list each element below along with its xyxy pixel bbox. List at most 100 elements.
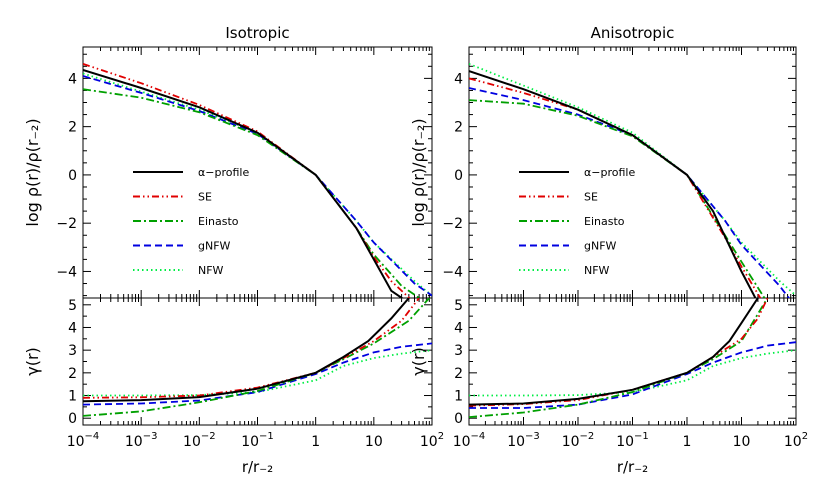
gamma-line-gnfw bbox=[83, 342, 432, 406]
panel-anisotropic bbox=[468, 46, 797, 426]
legend-label: Einasto bbox=[198, 215, 239, 228]
top-y-tick-label: 0 bbox=[454, 168, 463, 184]
density-line-einasto bbox=[469, 99, 766, 298]
bottom-y-axis-label: γ(r) bbox=[23, 347, 42, 376]
density-line-nfw bbox=[469, 63, 796, 297]
x-tick-exponent: 2 bbox=[438, 431, 444, 442]
x-axis-label: r/r₋₂ bbox=[242, 458, 273, 476]
x-axis-label: r/r₋₂ bbox=[617, 458, 648, 476]
legend-label: α−profile bbox=[198, 166, 249, 179]
x-tick-base: 10 bbox=[784, 434, 802, 450]
legend-label: gNFW bbox=[198, 240, 231, 253]
bottom-y-tick-label: 2 bbox=[454, 366, 463, 382]
gamma-line-nfw bbox=[83, 349, 432, 397]
x-tick-exponent: −3 bbox=[143, 431, 158, 442]
gamma-line-se bbox=[83, 298, 420, 399]
x-tick-label: 10−4 bbox=[67, 431, 100, 450]
x-tick-base: 10 bbox=[733, 434, 751, 450]
top-y-tick-label: −4 bbox=[442, 264, 463, 280]
legend-label: SE bbox=[584, 191, 598, 204]
gamma-line-nfw bbox=[469, 349, 796, 397]
x-tick-exponent: −4 bbox=[85, 431, 100, 442]
x-tick-exponent: −2 bbox=[201, 431, 216, 442]
top-y-axis-label: log ρ(r)/ρ(r₋₂) bbox=[409, 118, 428, 226]
top-y-tick-label: 2 bbox=[454, 120, 463, 136]
x-tick-label: 10−3 bbox=[125, 431, 158, 450]
gamma-line-se bbox=[469, 298, 769, 407]
x-tick-base: 10 bbox=[562, 434, 580, 450]
bottom-y-tick-label: 5 bbox=[454, 298, 463, 314]
x-tick-exponent: −1 bbox=[634, 431, 649, 442]
bottom-y-tick-label: 0 bbox=[454, 411, 463, 427]
legend-label: NFW bbox=[198, 264, 224, 277]
x-tick-label: 10−2 bbox=[183, 431, 216, 450]
x-tick-exponent: 2 bbox=[802, 431, 808, 442]
x-tick-base: 1 bbox=[311, 434, 320, 450]
x-tick-base: 10 bbox=[183, 434, 201, 450]
x-tick-label: 10−3 bbox=[507, 431, 540, 450]
gamma-axes-frame bbox=[468, 297, 797, 426]
density-line-profile bbox=[83, 68, 404, 298]
density-line-gnfw bbox=[469, 87, 790, 298]
gamma-line-profile bbox=[83, 298, 410, 403]
bottom-y-tick-label: 1 bbox=[454, 389, 463, 405]
density-line-se bbox=[83, 63, 411, 298]
bottom-y-tick-label: 3 bbox=[68, 343, 77, 359]
top-y-tick-label: −2 bbox=[442, 216, 463, 232]
top-y-tick-label: −2 bbox=[56, 216, 77, 232]
gamma-line-profile bbox=[469, 298, 759, 406]
x-tick-label: 1 bbox=[683, 434, 692, 450]
panel-isotropic bbox=[82, 46, 433, 426]
legend-label: SE bbox=[198, 191, 212, 204]
x-tick-base: 10 bbox=[507, 434, 525, 450]
panel-title: Anisotropic bbox=[591, 24, 675, 42]
x-tick-label: 102 bbox=[420, 431, 444, 450]
bottom-y-tick-label: 2 bbox=[68, 366, 77, 382]
x-tick-label: 102 bbox=[784, 431, 808, 450]
x-tick-base: 1 bbox=[683, 434, 692, 450]
density-line-se bbox=[469, 77, 762, 298]
bottom-y-tick-label: 3 bbox=[454, 343, 463, 359]
x-tick-label: 10 bbox=[365, 434, 383, 450]
density-line-profile bbox=[469, 70, 757, 298]
top-y-tick-label: 0 bbox=[68, 168, 77, 184]
density-line-nfw bbox=[83, 72, 432, 297]
gamma-line-einasto bbox=[83, 298, 430, 417]
legend-label: Einasto bbox=[584, 215, 625, 228]
bottom-y-tick-label: 1 bbox=[68, 389, 77, 405]
top-y-tick-label: 2 bbox=[68, 120, 77, 136]
panel-title: Isotropic bbox=[225, 24, 289, 42]
x-tick-exponent: −3 bbox=[525, 431, 540, 442]
x-tick-exponent: −2 bbox=[580, 431, 595, 442]
top-y-tick-label: −4 bbox=[56, 264, 77, 280]
top-y-tick-label: 4 bbox=[454, 71, 463, 87]
x-tick-label: 1 bbox=[311, 434, 320, 450]
gamma-axes-frame bbox=[82, 297, 433, 426]
x-tick-label: 10 bbox=[733, 434, 751, 450]
x-tick-base: 10 bbox=[241, 434, 259, 450]
bottom-y-tick-label: 5 bbox=[68, 298, 77, 314]
gamma-line-gnfw bbox=[469, 341, 796, 409]
x-tick-label: 10−1 bbox=[616, 431, 649, 450]
gamma-line-einasto bbox=[469, 298, 769, 418]
x-tick-base: 10 bbox=[453, 434, 471, 450]
x-tick-exponent: −4 bbox=[471, 431, 486, 442]
legend-label: α−profile bbox=[584, 166, 635, 179]
x-tick-base: 10 bbox=[67, 434, 85, 450]
bottom-y-axis-label: γ(r) bbox=[409, 347, 428, 376]
legend-label: gNFW bbox=[584, 240, 617, 253]
bottom-y-tick-label: 4 bbox=[68, 320, 77, 336]
x-tick-label: 10−1 bbox=[241, 431, 274, 450]
x-tick-base: 10 bbox=[125, 434, 143, 450]
top-y-tick-label: 4 bbox=[68, 71, 77, 87]
x-tick-exponent: −1 bbox=[259, 431, 274, 442]
bottom-y-tick-label: 0 bbox=[68, 411, 77, 427]
x-tick-base: 10 bbox=[616, 434, 634, 450]
density-line-gnfw bbox=[83, 75, 432, 297]
x-tick-base: 10 bbox=[365, 434, 383, 450]
bottom-y-tick-label: 4 bbox=[454, 320, 463, 336]
x-tick-base: 10 bbox=[420, 434, 438, 450]
x-tick-label: 10−4 bbox=[453, 431, 486, 450]
top-y-axis-label: log ρ(r)/ρ(r₋₂) bbox=[23, 118, 42, 226]
